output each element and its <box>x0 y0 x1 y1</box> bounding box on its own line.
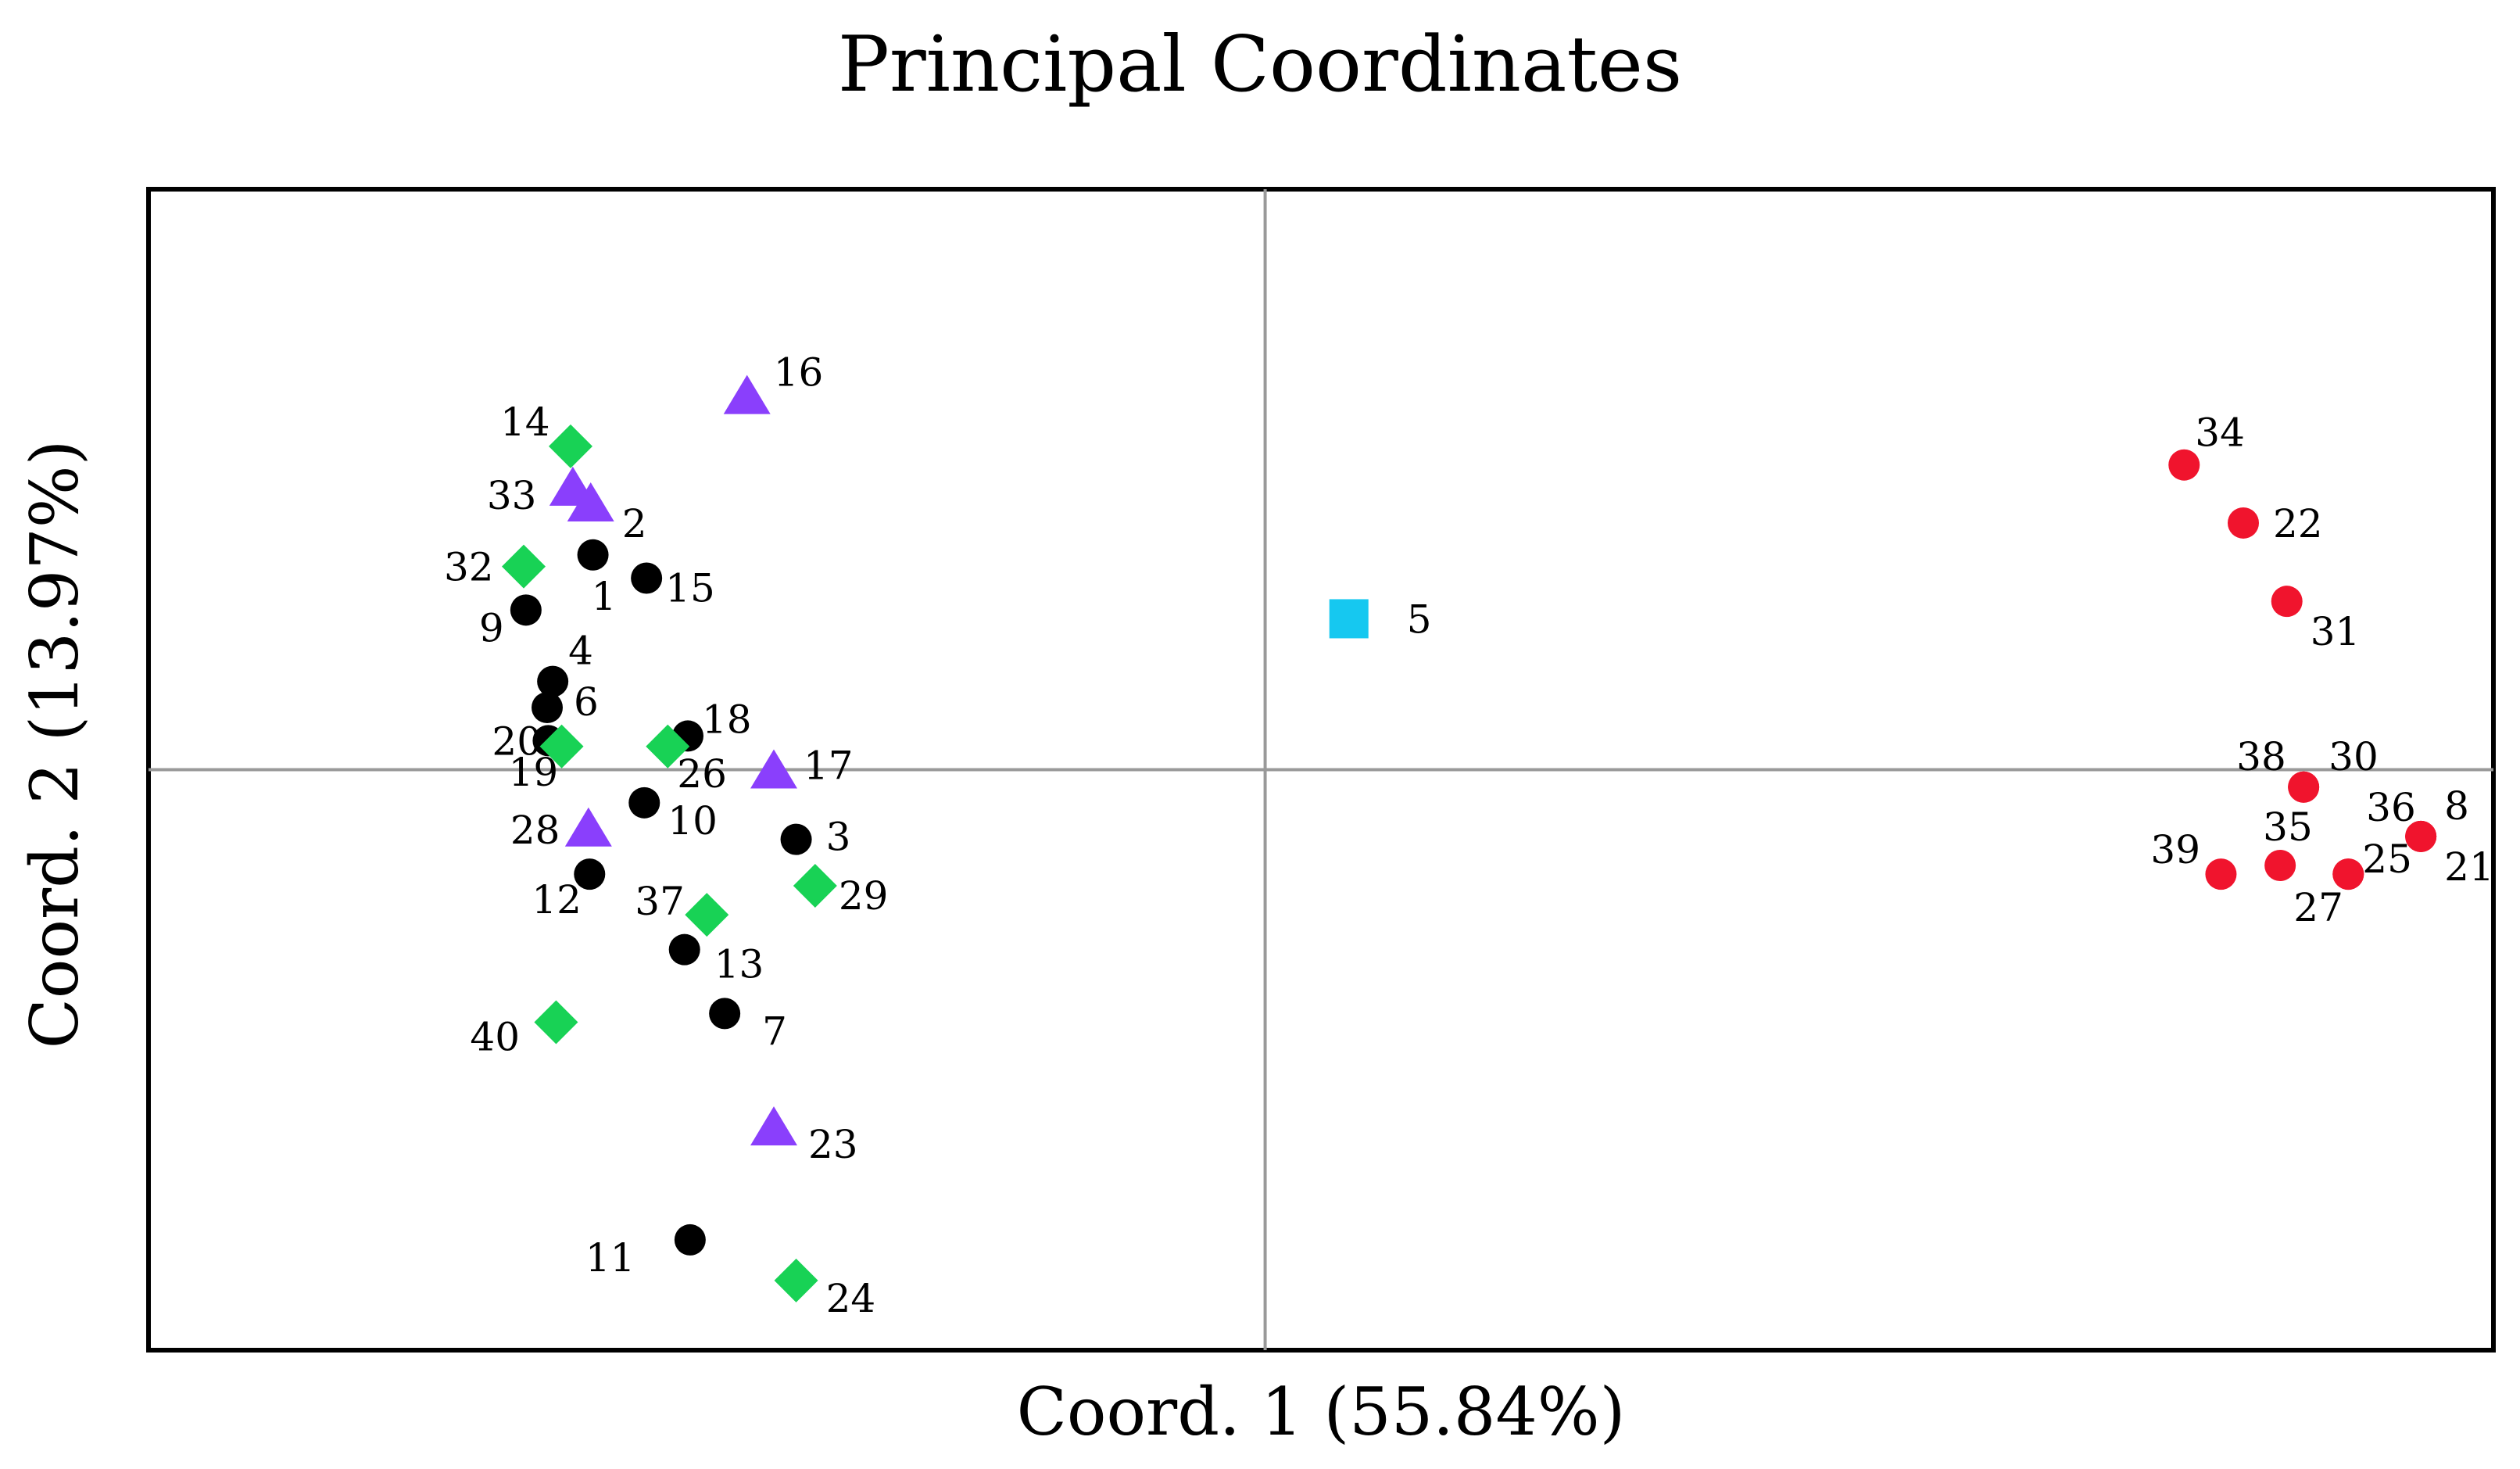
x-axis-label: Coord. 1 (55.84%) <box>1016 1374 1626 1450</box>
data-point-1 <box>577 539 609 571</box>
point-label-38: 38 <box>2236 734 2286 779</box>
point-label-1: 1 <box>592 574 617 619</box>
data-point-19 <box>539 724 584 769</box>
data-point-23 <box>750 1106 797 1146</box>
data-point-9 <box>510 594 542 626</box>
point-label-36: 36 <box>2366 785 2416 830</box>
point-label-23: 23 <box>808 1122 858 1167</box>
data-point-28 <box>564 807 612 847</box>
point-label-11: 11 <box>585 1235 635 1281</box>
data-point-32 <box>502 544 546 589</box>
point-label-10: 10 <box>668 798 718 844</box>
data-point-4 <box>537 665 569 697</box>
data-point-13 <box>668 933 700 966</box>
data-point-34 <box>2168 449 2200 481</box>
data-point-29 <box>793 864 837 908</box>
point-label-31: 31 <box>2311 609 2361 654</box>
point-label-32: 32 <box>444 545 494 590</box>
point-label-33: 33 <box>487 473 537 518</box>
data-point-40 <box>534 1000 578 1044</box>
data-point-14 <box>549 424 592 468</box>
data-point-17 <box>750 749 797 789</box>
data-point-15 <box>631 562 663 594</box>
point-label-39: 39 <box>2150 827 2200 872</box>
data-point-10 <box>628 786 660 819</box>
point-label-37: 37 <box>635 879 685 924</box>
data-point-6 <box>532 692 563 724</box>
point-label-9: 9 <box>479 605 504 650</box>
point-label-8: 8 <box>2444 783 2469 829</box>
point-label-19: 19 <box>509 750 559 795</box>
data-point-7 <box>709 998 741 1030</box>
data-point-2 <box>567 482 614 521</box>
point-label-2: 2 <box>622 501 647 546</box>
point-label-16: 16 <box>774 350 824 396</box>
data-point-35 <box>2264 850 2296 882</box>
point-label-34: 34 <box>2195 410 2245 456</box>
data-point-39 <box>2205 858 2237 890</box>
point-label-29: 29 <box>839 873 889 919</box>
point-label-4: 4 <box>568 629 593 674</box>
data-point-11 <box>674 1224 706 1256</box>
data-point-31 <box>2271 586 2303 618</box>
point-label-3: 3 <box>826 815 851 860</box>
data-point-26 <box>646 724 690 769</box>
point-label-6: 6 <box>574 679 599 725</box>
point-label-24: 24 <box>826 1276 876 1321</box>
data-point-24 <box>774 1258 818 1302</box>
point-label-20: 20 <box>492 718 542 764</box>
data-point-12 <box>574 858 606 890</box>
data-point-27 <box>2332 858 2364 890</box>
data-point-37 <box>685 893 729 937</box>
chart-title: Principal Coordinates <box>837 20 1683 109</box>
point-label-5: 5 <box>1407 597 1432 642</box>
point-label-12: 12 <box>532 877 582 923</box>
point-label-22: 22 <box>2273 501 2323 546</box>
data-point-3 <box>780 823 812 855</box>
point-label-21: 21 <box>2444 844 2494 890</box>
point-label-35: 35 <box>2263 804 2313 850</box>
y-axis-label: Coord. 2 (13.97%) <box>16 439 93 1049</box>
point-label-7: 7 <box>762 1009 787 1054</box>
point-label-28: 28 <box>510 808 560 853</box>
data-point-21 <box>2405 820 2437 852</box>
point-label-13: 13 <box>714 942 764 987</box>
point-label-17: 17 <box>804 743 854 789</box>
point-label-30: 30 <box>2328 734 2379 779</box>
point-label-15: 15 <box>665 565 715 611</box>
point-label-27: 27 <box>2293 885 2343 930</box>
point-label-25: 25 <box>2362 837 2412 882</box>
point-label-18: 18 <box>702 697 752 742</box>
data-point-16 <box>723 374 771 414</box>
data-point-22 <box>2228 507 2259 539</box>
data-point-38 <box>2288 771 2320 803</box>
point-label-14: 14 <box>500 399 550 445</box>
point-label-40: 40 <box>470 1014 520 1059</box>
point-label-26: 26 <box>677 751 727 797</box>
data-point-5 <box>1329 599 1369 639</box>
